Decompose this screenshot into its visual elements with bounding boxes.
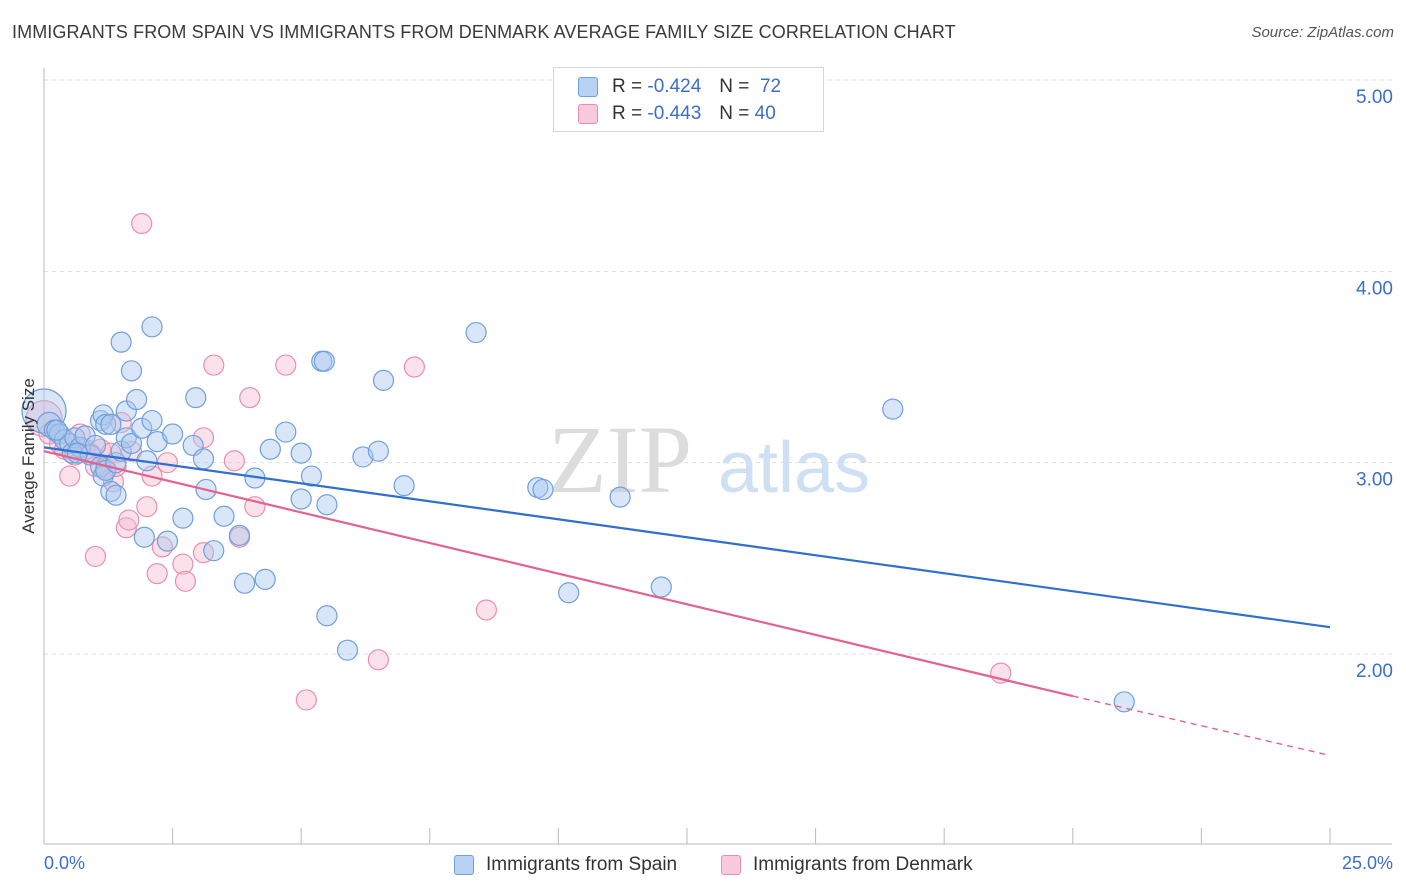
legend-item-spain[interactable]: Immigrants from Spain <box>454 852 677 878</box>
denmark-trend-extension <box>1072 695 1331 757</box>
spain-point <box>192 448 215 470</box>
spain-legend-icon <box>454 855 474 875</box>
spain-point <box>234 572 256 594</box>
legend-spain-n-label: N = <box>719 76 750 97</box>
denmark-point <box>367 649 389 671</box>
denmark-point <box>84 545 107 568</box>
denmark-point <box>118 509 140 531</box>
spain-point <box>156 530 179 552</box>
axes: 0.0% 25.0% <box>43 68 1393 873</box>
denmark-point <box>146 563 168 585</box>
spain-point <box>313 350 335 372</box>
denmark-point <box>59 465 81 487</box>
denmark-point <box>172 553 194 575</box>
chart-source: Source: ZipAtlas.com <box>1251 24 1394 41</box>
legend-row-denmark: R = -0.443 N = 40 <box>578 102 776 126</box>
spain-point <box>465 321 487 344</box>
spain-point <box>228 524 251 546</box>
grid-lines: 2.00 3.00 4.00 5.00 <box>44 79 1393 682</box>
legend-denmark-name: Immigrants from Denmark <box>753 854 973 875</box>
legend-denmark-r-label: R = <box>612 103 643 124</box>
spain-point <box>21 388 67 434</box>
series-spain-points <box>21 316 1135 713</box>
spain-point <box>316 605 338 627</box>
correlation-legend: R = -0.424 N = 72 R = -0.443 N = 40 <box>553 67 824 132</box>
spain-point <box>259 438 281 460</box>
spain-point <box>336 639 359 661</box>
spain-point <box>316 494 338 516</box>
spain-point <box>46 419 68 441</box>
spain-point <box>609 486 631 508</box>
spain-point <box>275 421 297 443</box>
spain-point <box>162 423 184 445</box>
y-tick-label: 2.00 <box>1356 661 1393 682</box>
spain-point <box>105 484 127 506</box>
spain-point <box>125 388 148 411</box>
spain-point <box>1113 691 1135 713</box>
denmark-point <box>239 387 261 409</box>
legend-spain-name: Immigrants from Spain <box>486 854 678 875</box>
watermark-atlas: atlas <box>718 428 870 508</box>
denmark-point <box>25 400 63 438</box>
denmark-trend-line <box>43 450 1074 698</box>
legend-spain-n-value: 72 <box>759 76 782 97</box>
spain-point <box>95 413 117 435</box>
spain-point <box>172 507 194 529</box>
denmark-point <box>131 212 153 235</box>
spain-point <box>100 413 122 435</box>
denmark-point <box>475 599 497 621</box>
spain-point <box>146 431 168 453</box>
spain-point <box>372 369 395 391</box>
spain-point <box>882 398 904 420</box>
legend-denmark-n-value: 40 <box>754 103 776 124</box>
spain-point <box>110 331 132 353</box>
y-axis-label: Average Family Size <box>19 378 38 534</box>
spain-point <box>254 568 276 590</box>
denmark-point <box>115 517 137 539</box>
spain-trend-line <box>43 446 1331 629</box>
denmark-point <box>403 356 425 378</box>
chart-title: IMMIGRANTS FROM SPAIN VS IMMIGRANTS FROM… <box>12 22 956 42</box>
denmark-swatch-icon <box>578 104 598 124</box>
watermark-zip: ZIP <box>548 406 692 513</box>
spain-point <box>558 582 580 604</box>
spain-point <box>650 576 672 598</box>
y-tick-label: 3.00 <box>1356 470 1393 491</box>
spain-point <box>120 360 143 382</box>
spain-point <box>300 465 323 487</box>
denmark-point <box>174 570 197 592</box>
denmark-point <box>203 354 225 376</box>
denmark-point <box>295 689 317 711</box>
spain-point <box>141 409 163 432</box>
legend-denmark-r-value: -0.443 <box>647 103 702 124</box>
spain-point <box>213 505 235 527</box>
spain-point <box>120 432 143 455</box>
legend-row-spain: R = -0.424 N = 72 <box>578 75 781 99</box>
trend-lines <box>43 446 1331 757</box>
legend-denmark-n-label: N = <box>719 103 750 124</box>
denmark-point <box>275 354 297 376</box>
spain-point <box>141 316 163 338</box>
spain-point <box>203 540 225 562</box>
legend-item-denmark[interactable]: Immigrants from Denmark <box>721 852 973 878</box>
spain-point <box>393 475 415 497</box>
spain-point <box>290 442 312 464</box>
y-tick-label: 4.00 <box>1356 278 1393 299</box>
spain-point <box>532 478 554 501</box>
x-tick-label-min: 0.0% <box>44 853 85 873</box>
spain-point <box>367 440 389 462</box>
y-tick-label: 5.00 <box>1356 87 1393 108</box>
denmark-point <box>136 496 158 518</box>
legend-spain-r-label: R = <box>612 76 643 97</box>
x-tick-label-max: 25.0% <box>1342 853 1393 873</box>
spain-point <box>84 434 107 457</box>
spain-point <box>185 387 207 409</box>
denmark-legend-icon <box>721 855 741 875</box>
legend-spain-r-value: -0.424 <box>647 76 702 97</box>
spain-swatch-icon <box>578 77 598 97</box>
spain-point <box>133 526 155 548</box>
spain-point <box>290 488 312 510</box>
denmark-point <box>223 450 245 472</box>
